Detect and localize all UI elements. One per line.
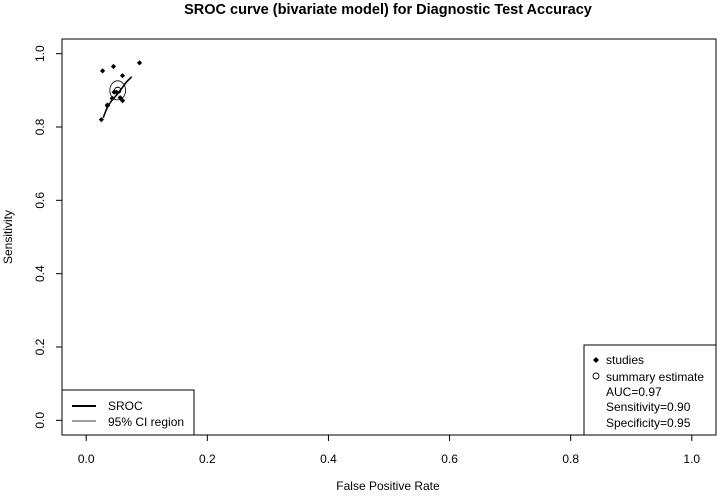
- summary-estimate-marker: [114, 86, 122, 94]
- legend-summary-label: summary estimate: [606, 370, 704, 384]
- study-point: [136, 60, 143, 66]
- x-tick-label: 0.8: [562, 452, 579, 466]
- sroc-curve: [102, 76, 133, 119]
- x-tick-label: 1.0: [683, 452, 700, 466]
- legend-right-box: [583, 344, 717, 436]
- y-axis: 0.0 0.2 0.4 0.6 0.8 1.0: [33, 45, 62, 429]
- x-tick-label: 0.0: [78, 452, 95, 466]
- ci-ellipse: [109, 80, 126, 101]
- x-axis-label: False Positive Rate: [336, 479, 440, 493]
- legend-studies-label: studies: [606, 353, 644, 367]
- study-point: [111, 89, 117, 95]
- study-point: [117, 95, 123, 101]
- plot-frame: [61, 38, 717, 436]
- legend-sroc-label: SROC: [108, 399, 143, 413]
- legend-ci-label: 95% CI region: [108, 415, 184, 429]
- y-tick-label: 1.0: [33, 45, 47, 62]
- y-axis-label: Sensitivity: [1, 210, 15, 264]
- summary-estimate-point: [114, 86, 122, 94]
- legend-specificity-label: Specificity=0.95: [606, 416, 691, 430]
- legend-sensitivity-label: Sensitivity=0.90: [606, 400, 691, 414]
- legend-auc-label: AUC=0.97: [606, 385, 662, 399]
- study-point: [119, 98, 126, 104]
- x-tick-label: 0.6: [441, 452, 458, 466]
- study-point: [109, 95, 115, 101]
- chart-title: SROC curve (bivariate model) for Diagnos…: [184, 2, 592, 18]
- sroc-line: [102, 76, 133, 119]
- study-point: [119, 73, 126, 79]
- study-point: [110, 63, 117, 70]
- x-tick-label: 0.4: [320, 452, 337, 466]
- y-tick-label: 0.6: [33, 192, 47, 209]
- y-tick-label: 0.8: [33, 118, 47, 135]
- study-points: [98, 60, 143, 123]
- study-point: [104, 103, 111, 109]
- x-tick-label: 0.2: [199, 452, 216, 466]
- legend-studies-symbol: [593, 357, 599, 363]
- y-tick-label: 0.2: [33, 338, 47, 355]
- legend-right: studies summary estimate AUC=0.97 Sensit…: [583, 344, 717, 436]
- ci-region-ellipse: [109, 80, 126, 101]
- legend-left-box: [61, 389, 195, 436]
- y-tick-label: 0.4: [33, 265, 47, 282]
- x-axis: 0.0 0.2 0.4 0.6 0.8 1.0: [78, 435, 700, 466]
- study-point: [98, 117, 104, 123]
- legend-left: SROC 95% CI region: [61, 389, 195, 436]
- study-point: [99, 68, 106, 74]
- legend-summary-symbol: [592, 372, 600, 380]
- y-tick-label: 0.0: [33, 412, 47, 429]
